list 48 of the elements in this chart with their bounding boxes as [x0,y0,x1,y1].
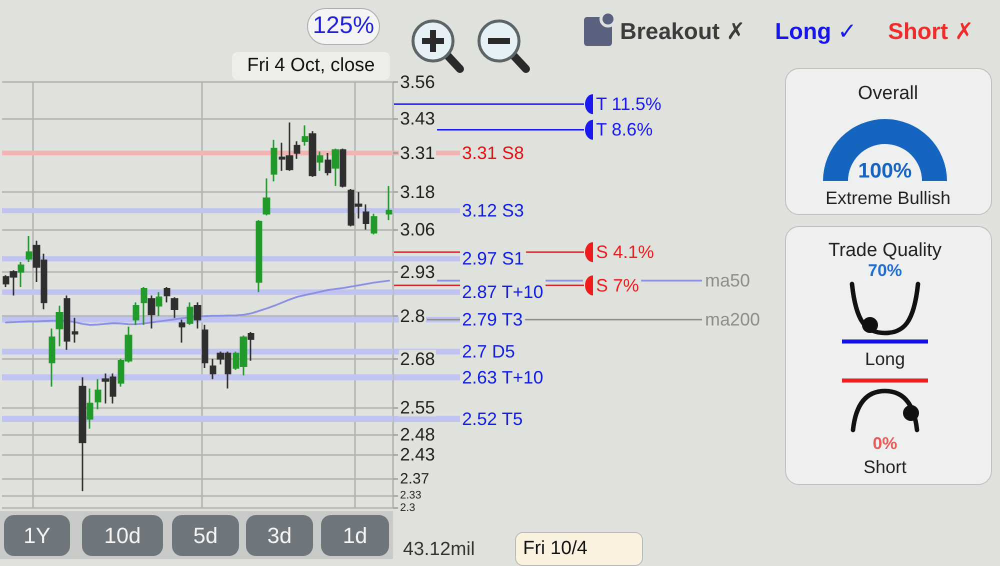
y-tick-label: 3.56 [400,72,436,92]
text: 1Y [4,515,70,556]
text: 0% [872,434,898,454]
text: Long [864,348,906,370]
band-label: 2.87 T+10 [462,282,544,302]
text: 5d [172,515,239,556]
band-label: 2.63 T+10 [462,367,544,388]
y-tick-label: 3.43 [400,108,436,128]
text: 1d [321,515,389,556]
text: Trade Quality [828,239,942,262]
text: Extreme Bullish [825,188,951,208]
legend-label: ma50 [705,270,750,291]
text: Long ✓ [775,17,857,46]
y-tick-label: 3.06 [400,220,436,240]
band-label: 3.31 S8 [462,143,524,164]
band-label: 2.7 D5 [462,342,516,362]
ref-line-label: T 11.5% [596,94,662,114]
ref-line-label: T 8.6% [596,120,653,140]
data-label: 100% [858,160,912,182]
band-label: 2.97 S1 [462,248,524,269]
y-tick-label: 2.55 [400,397,436,418]
y-tick-label: 2.43 [400,444,436,464]
y-tick-label: 2.68 [400,348,436,369]
ref-line-label: ma200 [705,310,760,330]
band-label: 3.12 S3 [462,200,524,221]
y-tick-label: 3.18 [400,182,436,202]
y-tick-label: 2.93 [400,262,436,282]
chart-title: Overall [858,83,918,104]
ref-line-label: S 4.1% [596,242,654,262]
text: Fri 10/4 [515,532,643,566]
y-tick-label: 3.31 [400,143,436,164]
text: 70% [868,261,902,282]
text: 43.12mil [403,539,475,561]
text: 3d [246,515,313,556]
ref-line-label: S 7% [596,275,640,296]
text: 10d [82,515,163,556]
text: Short ✗ [888,17,974,46]
y-tick-label: 2.48 [400,424,436,445]
text: Short [863,456,907,478]
band-label: 2.52 T5 [462,408,523,429]
text: Breakout ✗ [620,17,746,46]
y-tick-label: 2.33 [400,489,422,502]
band-label: 2.79 T3 [462,310,523,330]
text: Fri 4 Oct, close [232,52,390,80]
y-tick-label: 2.8 [400,306,426,326]
y-tick-label: 2.37 [400,470,430,488]
text: 125% [307,8,380,45]
y-tick-label: 2.3 [400,502,416,514]
